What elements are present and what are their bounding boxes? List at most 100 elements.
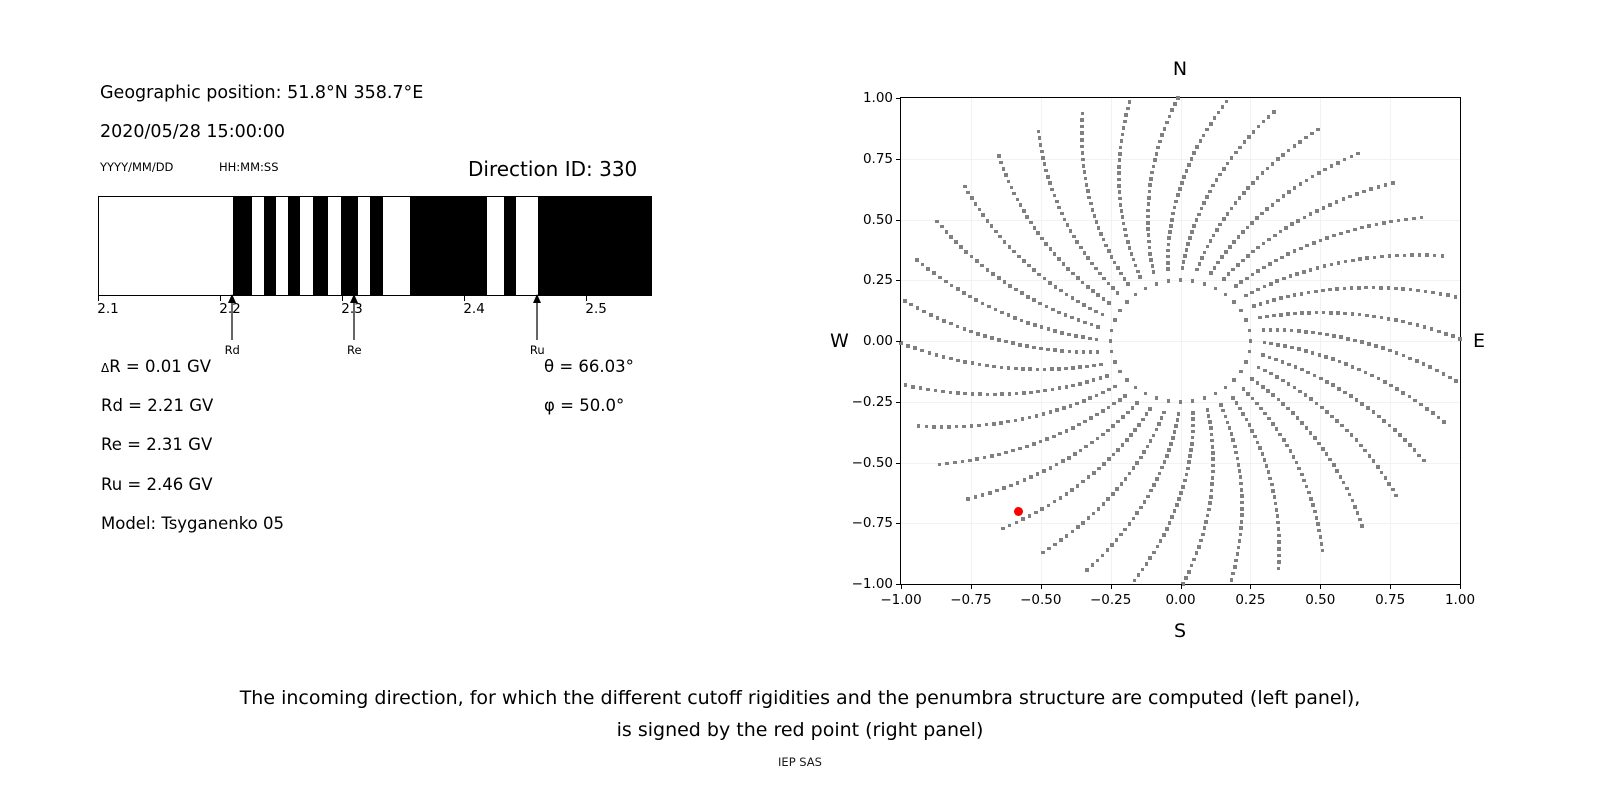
sky-map-dot bbox=[1065, 223, 1070, 227]
sky-map-dot bbox=[1187, 163, 1191, 167]
sky-map-dot bbox=[1127, 100, 1132, 104]
sky-map-dot bbox=[1052, 499, 1057, 504]
sky-map-dot bbox=[1436, 415, 1441, 420]
sky-map-dot bbox=[1211, 469, 1215, 474]
sky-map-dot bbox=[1064, 492, 1069, 496]
sky-map-dot bbox=[1387, 481, 1391, 486]
sky-map-dot bbox=[1256, 287, 1260, 292]
sky-map-dot bbox=[1068, 228, 1073, 233]
caption-line-1: The incoming direction, for which the di… bbox=[239, 687, 1361, 709]
sky-map-dot bbox=[1241, 387, 1246, 391]
sky-map-dot bbox=[1118, 308, 1122, 313]
sky-map-dot bbox=[1329, 164, 1334, 168]
sky-map-dot bbox=[1279, 312, 1283, 317]
sky-map-dot bbox=[1339, 335, 1343, 340]
sky-map-dot bbox=[1106, 428, 1110, 433]
sky-map-dot bbox=[1271, 393, 1276, 397]
sky-map-dot bbox=[1087, 336, 1092, 341]
sky-map-dot bbox=[1053, 348, 1057, 352]
sky-map-dot bbox=[1204, 520, 1208, 524]
sky-map-dot bbox=[1389, 219, 1394, 224]
sky-map-dot bbox=[1158, 538, 1163, 543]
sky-map-dot bbox=[1129, 251, 1134, 256]
sky-map-dot bbox=[1090, 261, 1094, 266]
sky-map-dot bbox=[997, 154, 1001, 159]
sky-map-dot bbox=[1145, 494, 1150, 499]
sky-map-dot bbox=[1287, 362, 1291, 367]
sky-map-dot bbox=[1276, 527, 1281, 531]
sky-map-dot bbox=[1214, 228, 1219, 232]
sky-map-y-tick bbox=[896, 462, 901, 464]
sky-map-dot bbox=[1075, 401, 1080, 406]
sky-map-dot bbox=[1012, 191, 1017, 196]
sky-map-dot bbox=[1442, 420, 1446, 424]
sky-map-dot bbox=[1063, 313, 1068, 317]
sky-map-x-tick-label: 0.25 bbox=[1235, 592, 1266, 608]
sky-map-dot bbox=[1078, 365, 1082, 370]
sky-map-dot bbox=[999, 160, 1003, 165]
sky-map-dot bbox=[1247, 328, 1252, 333]
sky-map-dot bbox=[1080, 138, 1084, 142]
sky-map-dot bbox=[1144, 562, 1149, 566]
sky-map-dot bbox=[1269, 281, 1273, 286]
sky-map-dot bbox=[1135, 401, 1139, 406]
sky-map-dot bbox=[1419, 215, 1424, 220]
sky-map-dot bbox=[1403, 438, 1407, 442]
sky-map-dot bbox=[1344, 362, 1348, 366]
sky-map-dot bbox=[1283, 344, 1287, 348]
sky-map-dot bbox=[949, 356, 953, 361]
sky-map-dot bbox=[1369, 187, 1374, 192]
sky-map-dot bbox=[1147, 239, 1151, 244]
annotation-arrow-re bbox=[350, 294, 359, 340]
sky-map-dot bbox=[939, 425, 944, 429]
sky-map-dot bbox=[1130, 406, 1135, 410]
sky-map-dot bbox=[1184, 169, 1189, 173]
sky-map-dot bbox=[1191, 411, 1195, 415]
sky-map-dot bbox=[1051, 434, 1056, 439]
sky-map-dot bbox=[1387, 423, 1392, 428]
sky-map-dot bbox=[1208, 189, 1212, 194]
sky-map-dot bbox=[1039, 149, 1044, 154]
sky-map-dot bbox=[1240, 500, 1244, 505]
sky-map-dot bbox=[1041, 155, 1045, 160]
phi-value: φ = 50.0° bbox=[544, 396, 625, 415]
sky-map-dot bbox=[1170, 217, 1174, 222]
sky-map-dot bbox=[1256, 365, 1261, 370]
sky-map-dot bbox=[1012, 249, 1016, 254]
sky-map-dot bbox=[1191, 429, 1195, 434]
sky-map-dot bbox=[1359, 443, 1363, 448]
sky-map-dot bbox=[1080, 111, 1085, 116]
sky-map-dot bbox=[1094, 309, 1099, 314]
sky-map-dot bbox=[1394, 351, 1399, 355]
sky-map-dot bbox=[1032, 298, 1036, 302]
sky-map-dot bbox=[1142, 500, 1147, 504]
sky-map-dot bbox=[1262, 284, 1267, 289]
sky-map-dot bbox=[1267, 355, 1272, 360]
sky-map-dot bbox=[1151, 433, 1156, 438]
sky-map-dot bbox=[1308, 431, 1313, 435]
sky-map-dot bbox=[1207, 420, 1212, 424]
sky-map-dot bbox=[1205, 195, 1209, 199]
sky-map-dot bbox=[1096, 293, 1100, 297]
sky-map-dot bbox=[1057, 205, 1062, 210]
sky-map-dot bbox=[1007, 392, 1012, 396]
sky-map-dot bbox=[1238, 145, 1242, 150]
penumbra-axis-tick bbox=[98, 296, 100, 301]
sky-map-dot bbox=[990, 336, 994, 340]
sky-map-dot bbox=[1291, 455, 1296, 459]
sky-map-dot bbox=[1266, 389, 1270, 393]
sky-map-dot bbox=[1241, 258, 1245, 263]
sky-map-dot bbox=[1205, 244, 1210, 249]
sky-map-dot bbox=[1298, 389, 1302, 394]
penumbra-forbidden-band bbox=[288, 197, 301, 295]
sky-map-dot bbox=[1094, 220, 1099, 224]
sky-map-dot bbox=[1372, 314, 1376, 319]
sky-map-dot bbox=[999, 420, 1003, 425]
compass-label-north: N bbox=[1172, 58, 1188, 80]
sky-map-dot bbox=[949, 283, 954, 288]
sky-map-dot bbox=[1035, 472, 1040, 477]
sky-map-dot bbox=[1244, 318, 1248, 323]
sky-map-dot bbox=[1328, 457, 1333, 462]
sky-map-dot bbox=[1233, 150, 1238, 155]
sky-map-dot bbox=[1332, 463, 1336, 468]
